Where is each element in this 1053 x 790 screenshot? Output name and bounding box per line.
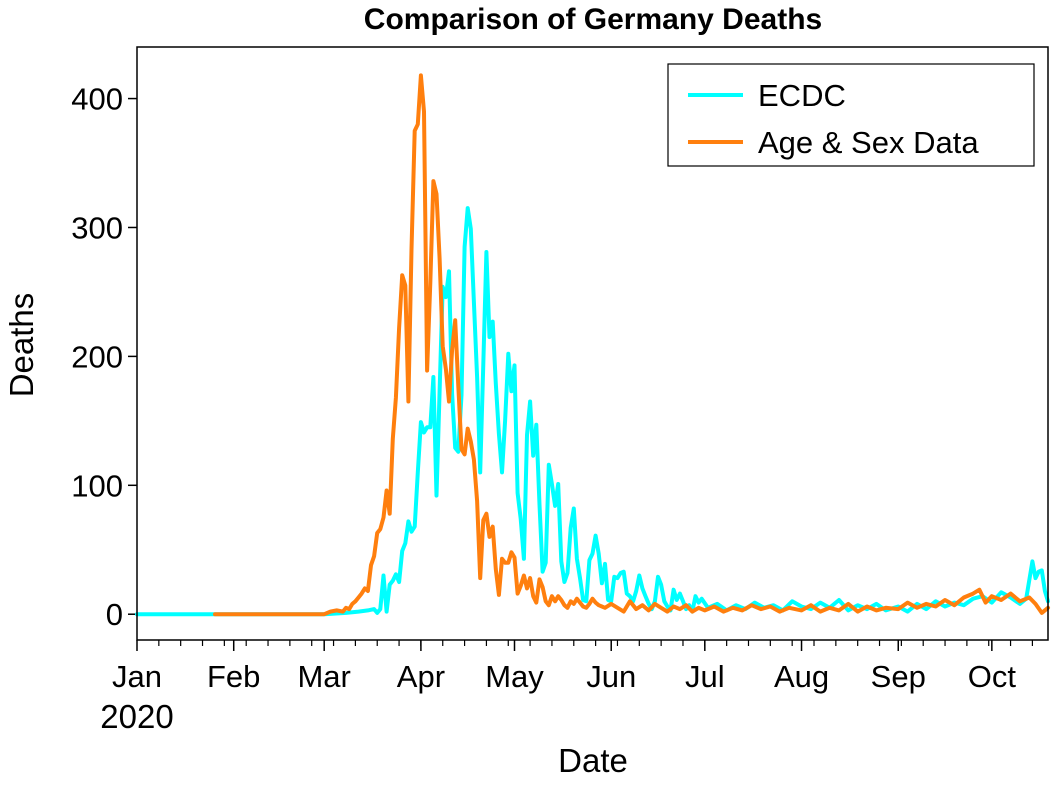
series-line-ecdc	[135, 206, 1050, 617]
plot-area	[135, 73, 1050, 617]
legend: ECDC Age & Sex Data	[667, 63, 1035, 167]
x-tick-label: Mar	[297, 659, 350, 694]
plot-frame	[136, 46, 1049, 641]
x-tick-label: Jul	[685, 659, 725, 694]
series-line-age-sex-data	[213, 73, 1050, 617]
x-tick-label: Jun	[586, 659, 636, 694]
x-axis-label: Date	[558, 742, 628, 779]
x-tick-label: Sep	[871, 659, 926, 694]
legend-box	[667, 63, 1035, 167]
legend-label-ecdc: ECDC	[758, 78, 846, 113]
x-tick-label: Apr	[397, 659, 445, 694]
y-tick-label: 100	[71, 468, 123, 503]
y-tick-label: 400	[71, 82, 123, 117]
y-tick-label: 300	[71, 210, 123, 245]
x-axis: Jan Feb Mar Apr May Jun Jul Aug Sep Oct	[112, 640, 1034, 694]
y-tick-label: 200	[71, 339, 123, 374]
y-axis-label: Deaths	[3, 293, 40, 398]
legend-label-age-sex-data: Age & Sex Data	[758, 125, 979, 160]
x-tick-label: Jan	[112, 659, 162, 694]
x-tick-label: Aug	[774, 659, 829, 694]
chart-title: Comparison of Germany Deaths	[364, 3, 822, 36]
x-tick-label: Feb	[207, 659, 260, 694]
x-axis-year-label: 2020	[100, 698, 173, 735]
y-tick-label: 0	[106, 597, 123, 632]
x-tick-label: Oct	[968, 659, 1017, 694]
y-axis: 0 100 200 300 400	[71, 82, 137, 632]
x-tick-label: May	[485, 659, 544, 694]
